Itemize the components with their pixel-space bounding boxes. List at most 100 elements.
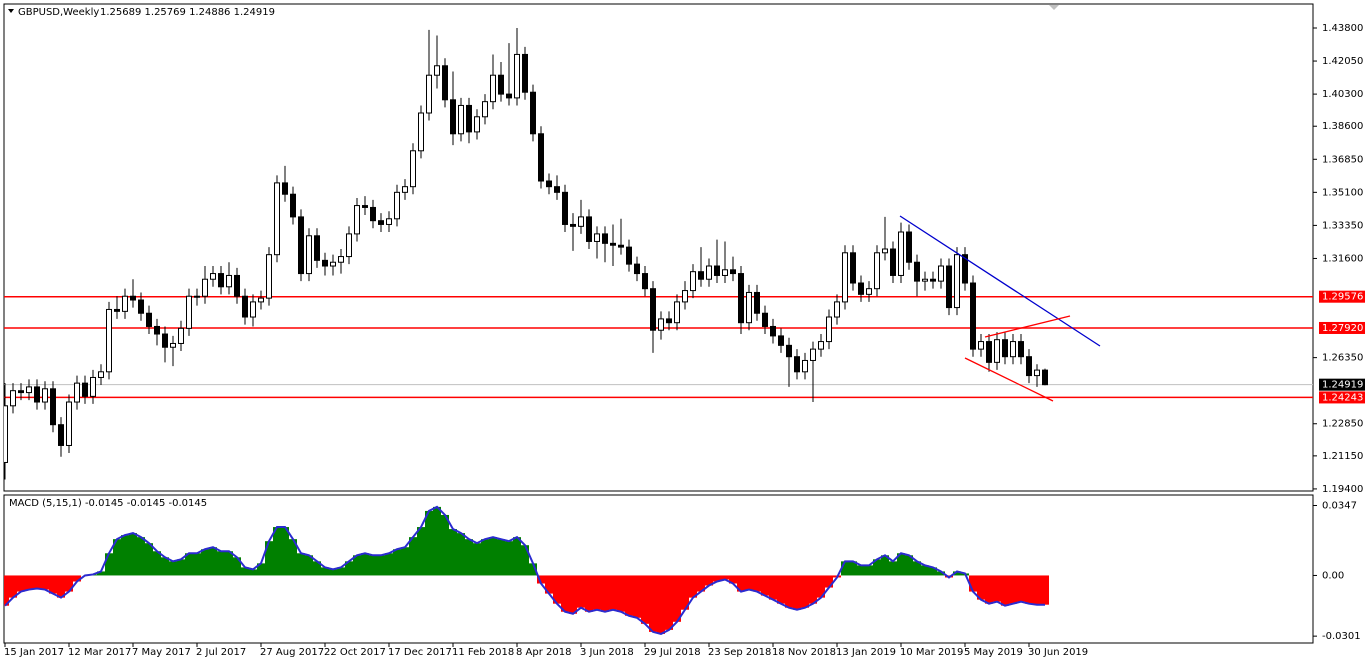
- macd-bar: [273, 527, 281, 576]
- candle-body: [450, 99, 456, 135]
- macd-bar: [9, 575, 17, 598]
- macd-bar: [537, 575, 545, 584]
- macd-bar: [625, 575, 633, 616]
- macd-bar: [385, 553, 393, 576]
- level-label: 1.29576: [1322, 292, 1363, 303]
- candle-body: [754, 291, 760, 314]
- candle-body: [730, 269, 736, 275]
- macd-bar: [657, 575, 665, 634]
- macd-bar: [305, 555, 313, 576]
- macd-bar: [57, 575, 65, 598]
- macd-bar: [185, 553, 193, 576]
- macd-bar: [241, 567, 249, 576]
- macd-bar: [921, 565, 929, 576]
- candle-body: [218, 273, 224, 288]
- candle-body: [338, 256, 344, 263]
- candle-body: [98, 371, 104, 378]
- candle-body: [466, 104, 472, 133]
- macd-bar: [425, 510, 433, 576]
- macd-bar: [497, 539, 505, 576]
- macd-bar: [601, 575, 609, 612]
- candle-body: [794, 356, 800, 373]
- macd-bar: [49, 575, 57, 594]
- macd-bar: [737, 575, 745, 592]
- macd-bar: [4, 575, 9, 606]
- candle-body: [930, 278, 936, 282]
- candle-body: [514, 53, 520, 99]
- candle-body: [1018, 341, 1024, 358]
- candle-body: [330, 261, 336, 267]
- macd-bar: [265, 541, 273, 576]
- macd-bar: [801, 575, 809, 608]
- candle-body: [154, 325, 160, 335]
- y-tick-label: 1.33350: [1322, 220, 1363, 231]
- macd-bar: [1009, 575, 1017, 604]
- macd-bar: [297, 553, 305, 576]
- macd-bar: [553, 575, 561, 604]
- candle-body: [426, 74, 432, 114]
- macd-bar: [457, 533, 465, 576]
- x-tick-label: 2 Jul 2017: [196, 647, 246, 658]
- candle-body: [226, 274, 232, 288]
- axes: 1.43800 1.42050 1.40300 1.38600 1.36850 1.351…: [4, 23, 1365, 658]
- menu-arrow[interactable]: [8, 9, 14, 13]
- y-tick-label: 1.19400: [1322, 484, 1363, 495]
- candle-body: [234, 274, 240, 297]
- x-tick-label: 15 Jan 2017: [4, 647, 64, 658]
- x-tick-label: 3 Jun 2018: [580, 647, 634, 658]
- candle-body: [634, 263, 640, 275]
- candle-body: [906, 231, 912, 263]
- y-tick-label: 0.00: [1322, 570, 1344, 581]
- y-tick-label: 1.43800: [1322, 23, 1363, 34]
- macd-bar: [753, 575, 761, 592]
- macd-bar: [593, 575, 601, 610]
- candle-body: [826, 316, 832, 343]
- candle-body: [586, 216, 592, 242]
- macd-bar: [473, 543, 481, 576]
- macd-bar: [617, 575, 625, 612]
- candle-body: [266, 254, 272, 299]
- x-tick-label: 8 Apr 2018: [516, 647, 571, 658]
- candle-body: [274, 182, 280, 256]
- macd-bar: [481, 539, 489, 576]
- scroll-marker: [1049, 5, 1059, 10]
- macd-bar: [313, 561, 321, 576]
- candle-body: [714, 265, 720, 276]
- candle-body: [82, 382, 88, 397]
- macd-bar: [337, 567, 345, 576]
- candle-body: [178, 327, 184, 344]
- macd-bar: [825, 575, 833, 588]
- y-tick-label: 1.22850: [1322, 419, 1363, 430]
- candle-body: [898, 231, 904, 276]
- macd-bar: [401, 547, 409, 576]
- macd-bar: [609, 575, 617, 610]
- macd-bar: [777, 575, 785, 604]
- candle-body: [890, 248, 896, 276]
- macd-bar: [505, 541, 513, 576]
- candle-body: [474, 116, 480, 133]
- macd-bar: [865, 565, 873, 576]
- x-tick-label: 17 Dec 2017: [388, 647, 452, 658]
- macd-bar: [929, 567, 937, 576]
- main-panel: [3, 3, 1314, 492]
- macd-bar: [233, 557, 241, 576]
- candle-body: [810, 348, 816, 361]
- candle-body: [690, 271, 696, 292]
- candle-body: [418, 112, 424, 152]
- macd-bar: [857, 565, 865, 576]
- macd-bar: [289, 539, 297, 576]
- y-tick-label: 1.36850: [1322, 154, 1363, 165]
- macd-bar: [521, 545, 529, 576]
- macd-bar: [433, 506, 441, 576]
- candle-body: [546, 180, 552, 188]
- macd-bar: [33, 575, 41, 589]
- candle-body: [306, 235, 312, 275]
- y-tick-label: -0.0301: [1322, 631, 1361, 642]
- candle-body: [946, 265, 952, 309]
- macd-bar: [161, 557, 169, 576]
- candle-body: [722, 269, 728, 276]
- candle-body: [26, 386, 32, 394]
- main-plot: [4, 27, 1313, 480]
- candle-body: [298, 216, 304, 275]
- candle-body: [34, 386, 40, 403]
